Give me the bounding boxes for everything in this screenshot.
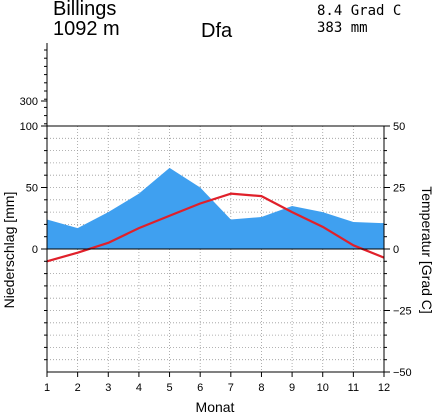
- y-right-tick-label: −50: [393, 367, 412, 379]
- x-tick-label: 8: [258, 382, 264, 394]
- y-right-tick-label: −25: [393, 306, 412, 318]
- y-right-axis-title: Temperatur [Grad C]: [419, 186, 435, 314]
- x-tick-label: 1: [44, 382, 50, 394]
- annual-precipitation: 383 mm: [317, 20, 368, 36]
- x-tick-label: 5: [166, 382, 172, 394]
- temperature-layer: [46, 192, 385, 263]
- station-elevation: 1092 m: [53, 18, 120, 40]
- x-tick-label: 11: [348, 382, 359, 394]
- y-right-tick-label: 50: [393, 121, 405, 133]
- x-tick-label: 12: [378, 382, 390, 394]
- climate-class: Dfa: [201, 20, 233, 42]
- x-tick-label: 10: [317, 382, 329, 394]
- precipitation-area: [47, 167, 384, 249]
- y-left-tick-label: 0: [32, 244, 38, 256]
- y-right-tick-label: 25: [393, 183, 405, 195]
- y-left-upper-tick-label: 300: [20, 96, 38, 108]
- y-right-tick-label: 0: [393, 244, 399, 256]
- y-left-tick-label: 100: [20, 121, 38, 133]
- x-tick-label: 3: [105, 382, 111, 394]
- y-left-tick-label: 50: [26, 183, 38, 195]
- y-left-axis-title: Niederschlag [mm]: [1, 192, 17, 309]
- x-tick-label: 7: [228, 382, 234, 394]
- x-tick-label: 2: [75, 382, 81, 394]
- temperature-line: [46, 192, 385, 263]
- x-axis-title: Monat: [196, 399, 235, 415]
- station-name: Billings: [53, 0, 117, 20]
- x-tick-label: 4: [136, 382, 142, 394]
- mean-temperature: 8.4 Grad C: [317, 3, 402, 19]
- precipitation-layer: [47, 167, 384, 249]
- x-tick-label: 6: [197, 382, 203, 394]
- x-tick-label: 9: [289, 382, 295, 394]
